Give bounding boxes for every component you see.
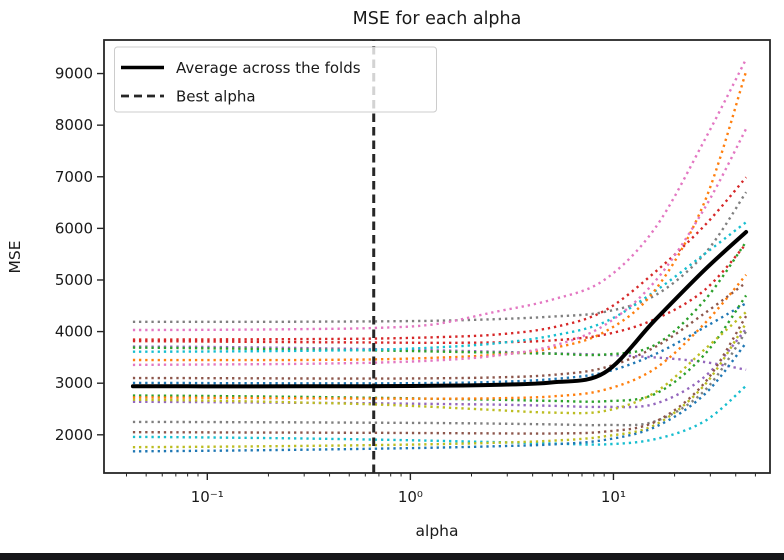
average-mse-curve (130, 230, 749, 389)
y-tick-label: 8000 (55, 116, 93, 134)
y-tick-label: 4000 (55, 323, 93, 341)
y-tick-label: 3000 (55, 374, 93, 392)
axes-frame (103, 39, 771, 474)
fold-mse-curve-fold-18 (132, 384, 747, 446)
plot-area: 10⁻¹ 10⁰ 10¹ 2000 3000 4000 5000 6000 7000 8000 90… (55, 39, 771, 506)
fold-mse-curve-fold-7 (132, 221, 747, 353)
fold-mse-curve-fold-4 (132, 243, 747, 345)
fold-mse-curve-fold-19 (132, 322, 748, 449)
y-tick-label: 2000 (55, 426, 93, 444)
legend-box (114, 46, 437, 113)
fold-mse-curve-fold-20 (132, 342, 748, 453)
fold-mse-curve-fold-9 (132, 128, 748, 367)
legend-best-alpha-label: Best alpha (176, 88, 256, 106)
x-tick-label: 10⁻¹ (191, 488, 224, 506)
window-bottom-edge (0, 553, 784, 560)
x-tick-label: 10⁰ (398, 488, 423, 506)
legend: Average across the folds Best alpha (114, 46, 437, 113)
fold-mse-curve-fold-2 (132, 58, 748, 332)
fold-mse-curve-fold-5 (132, 345, 747, 371)
x-axis-label: alpha (416, 522, 459, 540)
fold-mse-curve-fold-13 (132, 274, 748, 400)
legend-average-label: Average across the folds (176, 59, 361, 77)
fold-mse-curve-fold-6 (132, 241, 748, 357)
y-tick-label: 5000 (55, 271, 93, 289)
y-tick-label: 7000 (55, 168, 93, 186)
fold-mse-curve-fold-17 (132, 315, 748, 435)
y-tick-label: 9000 (55, 65, 93, 83)
fold-mse-curve-fold-8 (132, 71, 748, 362)
x-tick-label: 10¹ (601, 488, 626, 506)
fold-mse-curve-fold-10 (132, 281, 747, 380)
fold-mse-curve-fold-1 (132, 191, 748, 324)
fold-mse-curve-fold-3 (132, 176, 748, 341)
fold-mse-curve-fold-15 (132, 311, 747, 415)
y-axis-label: MSE (6, 240, 24, 273)
fold-mse-curve-fold-11 (132, 302, 747, 385)
chart-title: MSE for each alpha (353, 9, 522, 29)
y-tick-label: 6000 (55, 219, 93, 237)
